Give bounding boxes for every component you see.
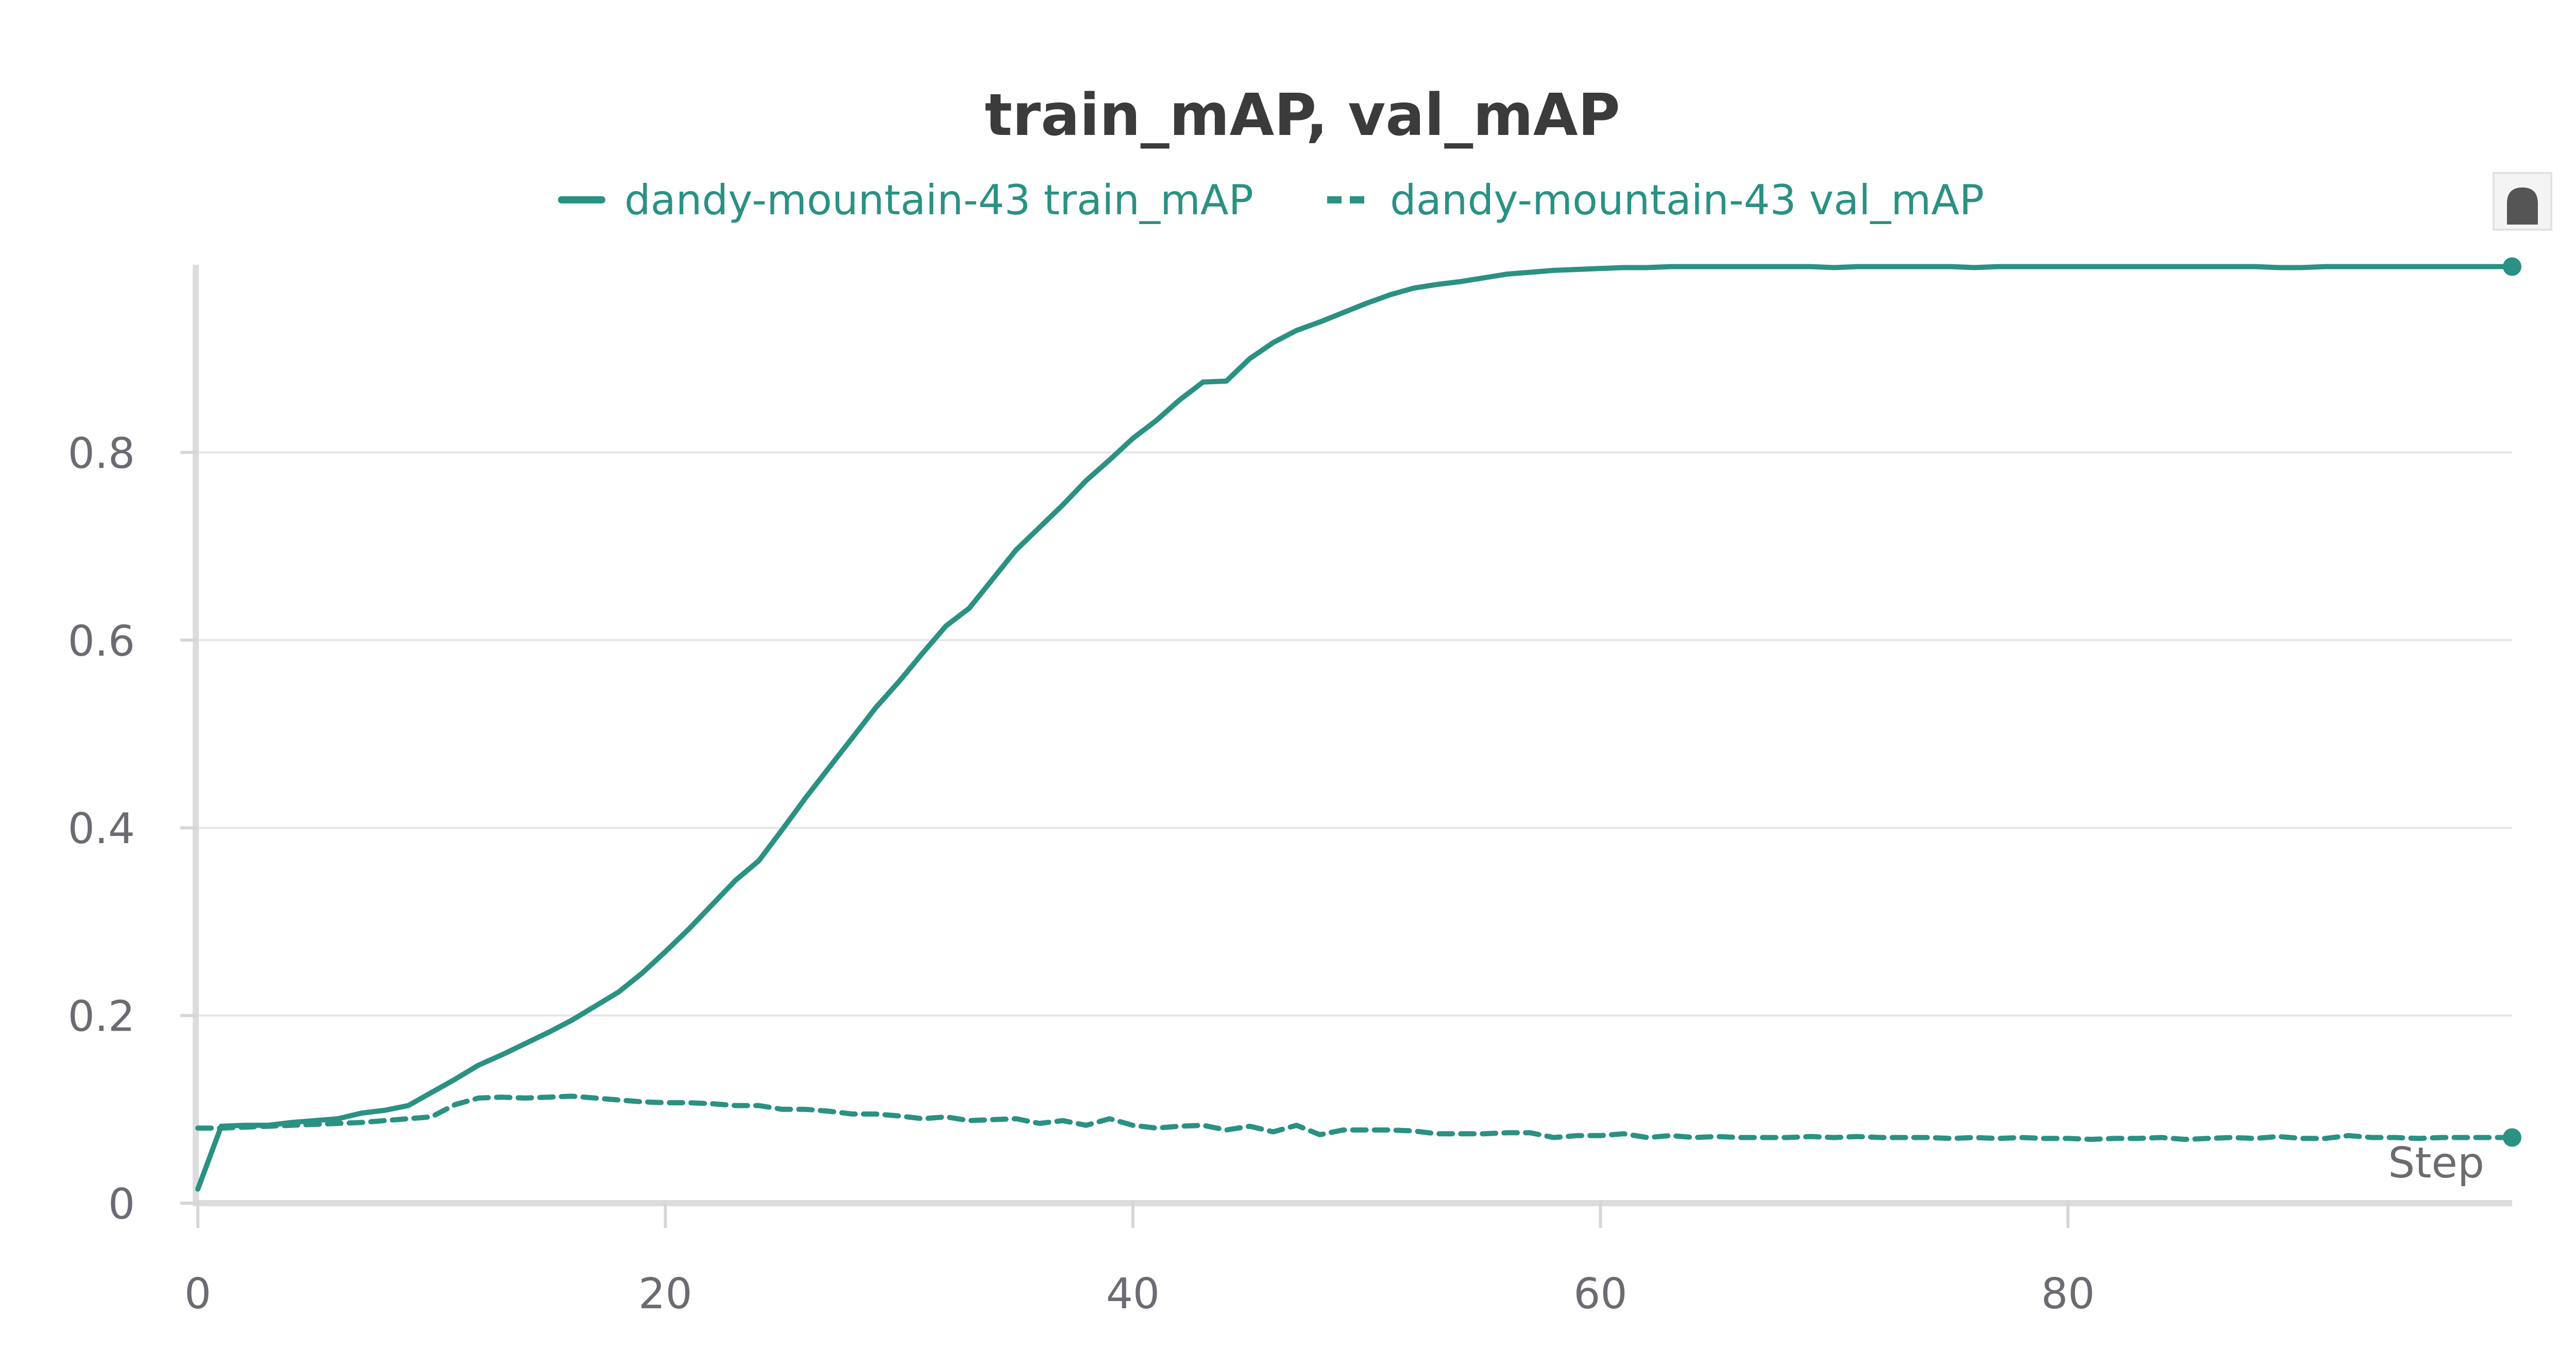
- legend[interactable]: dandy-mountain-43 train_mAP dandy-mounta…: [558, 176, 1984, 224]
- y-tick-labels: 0 0.2 0.4 0.6 0.8: [68, 429, 198, 1229]
- legend-item-val[interactable]: dandy-mountain-43 val_mAP: [1327, 176, 1984, 224]
- series-endpoints: [2503, 257, 2521, 1147]
- x-tick-label: 60: [1573, 1270, 1627, 1319]
- series-line-val-map: [195, 1093, 2515, 1142]
- x-tick-labels: 0 20 40 60 80: [184, 1200, 2095, 1319]
- y-tick-label: 0.4: [68, 805, 135, 853]
- legend-label-val: dandy-mountain-43 val_mAP: [1390, 176, 1984, 224]
- x-tick-label: 40: [1106, 1270, 1160, 1319]
- series-endpoint-val-map: [2503, 1128, 2521, 1147]
- y-tick-label: 0: [108, 1180, 135, 1229]
- axes: [193, 265, 2512, 1206]
- series-lines: [195, 264, 2515, 1192]
- x-tick-label: 20: [638, 1270, 692, 1319]
- x-tick-label: 0: [184, 1270, 211, 1319]
- legend-label-train: dandy-mountain-43 train_mAP: [624, 176, 1253, 224]
- y-tick-label: 0.8: [68, 429, 135, 478]
- grid-lines: [196, 451, 2512, 1017]
- chart-title: train_mAP, val_mAP: [985, 82, 1620, 149]
- y-tick-label: 0.6: [68, 617, 135, 666]
- panel-drag-handle[interactable]: [2493, 172, 2552, 231]
- x-axis-label: Step: [2388, 1139, 2484, 1188]
- legend-item-train[interactable]: dandy-mountain-43 train_mAP: [558, 176, 1253, 224]
- x-tick-label: 80: [2041, 1270, 2095, 1319]
- series-line-train-map: [195, 264, 2515, 1192]
- y-tick-label: 0.2: [68, 993, 135, 1041]
- series-endpoint-train-map: [2503, 257, 2521, 276]
